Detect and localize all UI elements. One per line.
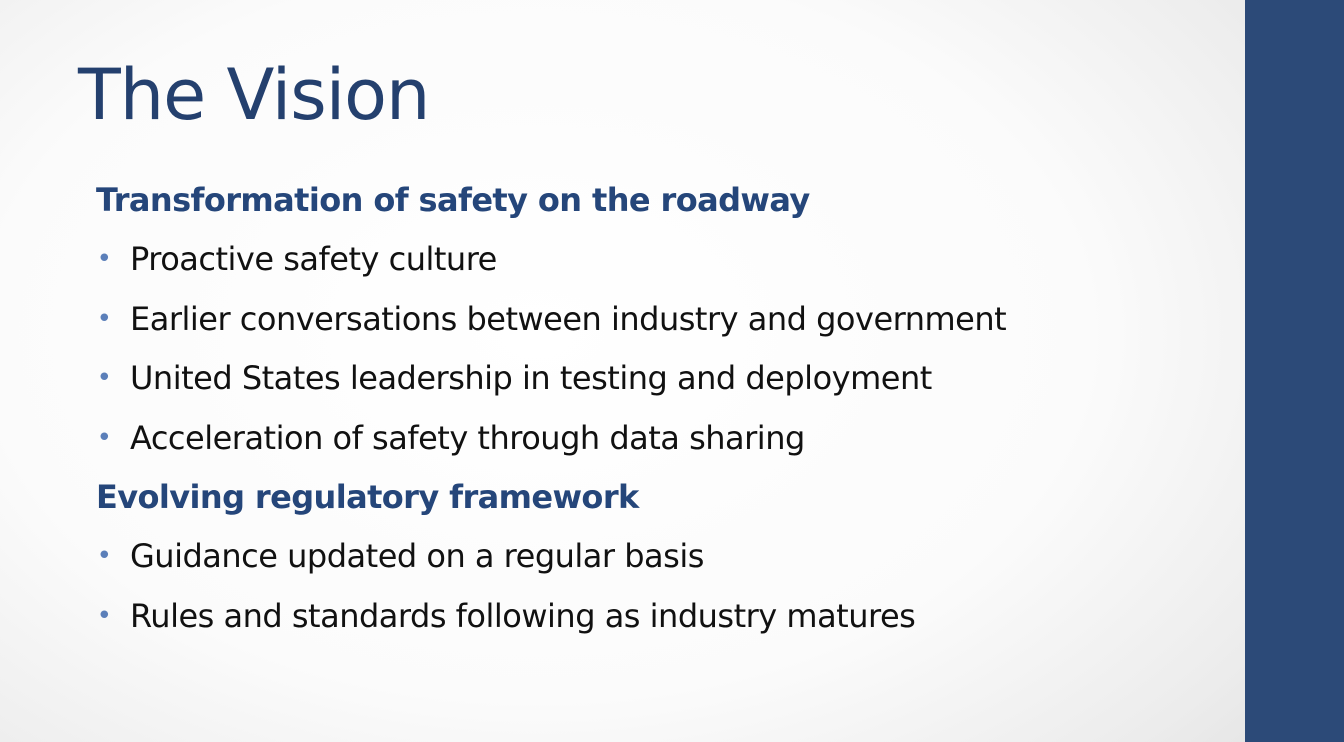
bullet-dot-icon: • xyxy=(96,303,112,334)
section-heading: Transformation of safety on the roadway xyxy=(96,181,810,219)
bullet-text: Proactive safety culture xyxy=(130,240,497,278)
slide-content: Transformation of safety on the roadway … xyxy=(96,172,1216,647)
section-regulatory-framework: Evolving regulatory framework • Guidance… xyxy=(96,469,1216,647)
bullet-dot-icon: • xyxy=(96,600,112,631)
bullet-item: • Guidance updated on a regular basis xyxy=(96,528,1216,588)
bullet-dot-icon: • xyxy=(96,244,112,274)
bullet-text: Rules and standards following as industr… xyxy=(130,596,916,635)
bullet-item: • Proactive safety culture xyxy=(96,231,1216,291)
bullet-list: • Guidance updated on a regular basis • … xyxy=(96,528,1216,647)
bullet-dot-icon: • xyxy=(96,541,112,571)
bullet-text: United States leadership in testing and … xyxy=(130,359,932,397)
section-safety-transformation: Transformation of safety on the roadway … xyxy=(96,172,1216,469)
bullet-item: • Rules and standards following as indus… xyxy=(96,588,1216,648)
slide-accent-bar xyxy=(1245,0,1344,742)
bullet-dot-icon: • xyxy=(96,422,112,453)
slide-title: The Vision xyxy=(78,54,430,136)
bullet-dot-icon: • xyxy=(96,363,112,393)
bullet-text: Earlier conversations between industry a… xyxy=(130,299,1007,338)
bullet-item: • United States leadership in testing an… xyxy=(96,350,1216,410)
bullet-text: Guidance updated on a regular basis xyxy=(130,537,704,575)
section-heading: Evolving regulatory framework xyxy=(96,478,639,516)
bullet-item: • Earlier conversations between industry… xyxy=(96,291,1216,351)
bullet-text: Acceleration of safety through data shar… xyxy=(130,418,805,457)
bullet-list: • Proactive safety culture • Earlier con… xyxy=(96,231,1216,469)
bullet-item: • Acceleration of safety through data sh… xyxy=(96,410,1216,470)
